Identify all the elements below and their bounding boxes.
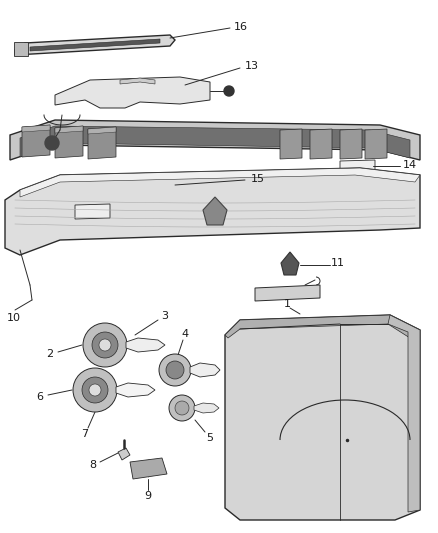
Polygon shape [130,458,167,479]
Polygon shape [388,315,420,512]
Polygon shape [116,383,155,397]
Polygon shape [30,39,160,51]
Polygon shape [340,160,375,173]
Text: 15: 15 [251,174,265,184]
Text: 3: 3 [162,311,169,321]
Polygon shape [281,252,299,275]
Polygon shape [120,78,155,84]
Polygon shape [55,126,83,158]
Circle shape [166,361,184,379]
Polygon shape [5,168,420,255]
Polygon shape [190,363,220,377]
Polygon shape [55,126,83,133]
Circle shape [82,377,108,403]
Polygon shape [15,35,175,55]
Polygon shape [75,204,110,219]
Text: 13: 13 [245,61,259,71]
Text: 1: 1 [283,299,290,309]
Polygon shape [340,129,362,159]
Polygon shape [365,129,387,159]
Polygon shape [280,129,302,159]
Text: 7: 7 [81,429,88,439]
Polygon shape [22,125,50,157]
Polygon shape [14,42,28,56]
Polygon shape [10,120,420,160]
Polygon shape [194,403,219,413]
Polygon shape [225,315,420,520]
Polygon shape [118,448,130,460]
Text: 6: 6 [36,392,43,402]
Circle shape [92,332,118,358]
Text: 2: 2 [46,349,53,359]
Text: 9: 9 [145,491,152,501]
Polygon shape [55,77,210,108]
Text: 14: 14 [403,160,417,170]
Polygon shape [22,125,50,132]
Circle shape [169,395,195,421]
Text: 5: 5 [206,433,213,443]
Circle shape [73,368,117,412]
Text: 4: 4 [181,329,189,339]
Polygon shape [88,127,116,134]
Circle shape [99,339,111,351]
Circle shape [45,136,59,150]
Text: 11: 11 [331,258,345,268]
Polygon shape [255,285,320,301]
Circle shape [224,86,234,96]
Polygon shape [88,127,116,159]
Polygon shape [126,338,165,352]
Text: 16: 16 [234,22,248,32]
Polygon shape [20,168,420,197]
Circle shape [159,354,191,386]
Polygon shape [310,129,332,159]
Polygon shape [225,315,420,338]
Circle shape [175,401,189,415]
Text: 8: 8 [89,460,96,470]
Polygon shape [203,197,227,225]
Polygon shape [20,126,410,158]
Circle shape [89,384,101,396]
Circle shape [83,323,127,367]
Text: 10: 10 [7,313,21,323]
